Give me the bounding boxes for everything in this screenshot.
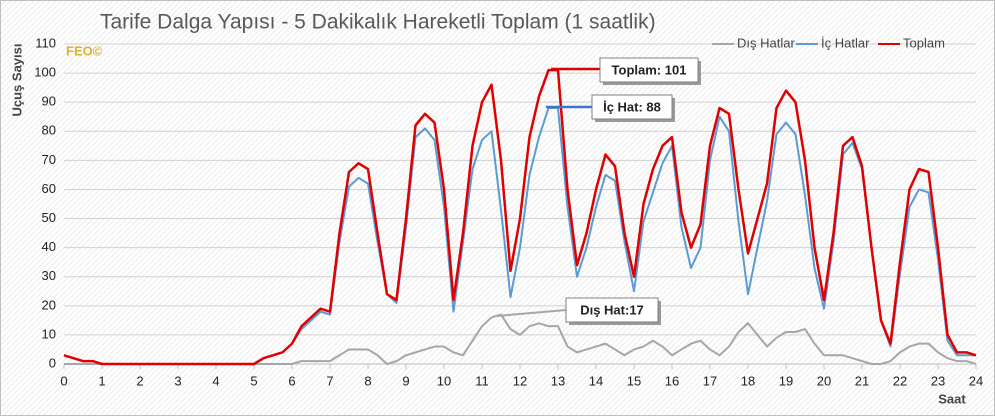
x-tick-label: 9 xyxy=(402,373,409,388)
annotation: İç Hat: 88 xyxy=(603,99,661,114)
x-tick-label: 12 xyxy=(513,373,527,388)
y-tick-label: 50 xyxy=(42,210,56,225)
annotation: Toplam: 101 xyxy=(612,62,687,77)
y-tick-label: 100 xyxy=(34,65,56,80)
y-tick-label: 90 xyxy=(42,94,56,109)
x-tick-label: 22 xyxy=(893,373,907,388)
chart-title: Tarife Dalga Yapısı - 5 Dakikalık Hareke… xyxy=(100,11,656,34)
x-tick-label: 10 xyxy=(437,373,451,388)
x-tick-label: 23 xyxy=(931,373,945,388)
x-tick-label: 13 xyxy=(551,373,565,388)
x-tick-label: 1 xyxy=(98,373,105,388)
series-line xyxy=(63,68,977,366)
y-tick-label: 80 xyxy=(42,123,56,138)
y-tick-label: 30 xyxy=(42,268,56,283)
annotation: Dış Hat:17 xyxy=(580,302,644,317)
x-tick-label: 7 xyxy=(326,373,333,388)
x-tick-label: 11 xyxy=(475,373,489,388)
y-axis-label: Uçuş Sayısı xyxy=(9,44,24,117)
x-tick-label: 21 xyxy=(855,373,869,388)
y-tick-label: 70 xyxy=(42,152,56,167)
x-tick-label: 0 xyxy=(60,373,67,388)
x-tick-label: 8 xyxy=(364,373,371,388)
plot xyxy=(63,43,977,369)
leader-line xyxy=(496,309,567,317)
y-tick-label: 110 xyxy=(35,35,56,50)
x-tick-label: 14 xyxy=(589,373,603,388)
callout-box xyxy=(565,297,659,323)
y-tick-label: 20 xyxy=(42,297,56,312)
x-tick-label: 2 xyxy=(136,373,143,388)
x-tick-label: 15 xyxy=(627,373,641,388)
watermark: FEO© xyxy=(66,43,103,58)
x-tick-label: 18 xyxy=(741,373,755,388)
callout-box xyxy=(599,57,699,83)
legend-label: İç Hatlar xyxy=(821,35,870,50)
x-tick-label: 20 xyxy=(817,373,831,388)
y-tick-label: 10 xyxy=(42,326,56,341)
legend-label: Toplam xyxy=(903,35,945,50)
x-tick-label: 24 xyxy=(969,373,983,388)
x-tick-label: 3 xyxy=(174,373,181,388)
callout-box xyxy=(591,94,673,120)
x-tick-label: 5 xyxy=(250,373,257,388)
x-tick-label: 19 xyxy=(779,373,793,388)
x-tick-label: 16 xyxy=(665,373,679,388)
y-tick-label: 40 xyxy=(42,239,56,254)
y-tick-label: 0 xyxy=(49,355,56,370)
x-tick-label: 17 xyxy=(703,373,717,388)
x-tick-label: 6 xyxy=(288,373,295,388)
y-tick-label: 60 xyxy=(42,181,56,196)
x-tick-label: 4 xyxy=(212,373,219,388)
legend-label: Dış Hatlar xyxy=(737,35,795,50)
x-axis-label: Saat xyxy=(938,391,966,406)
